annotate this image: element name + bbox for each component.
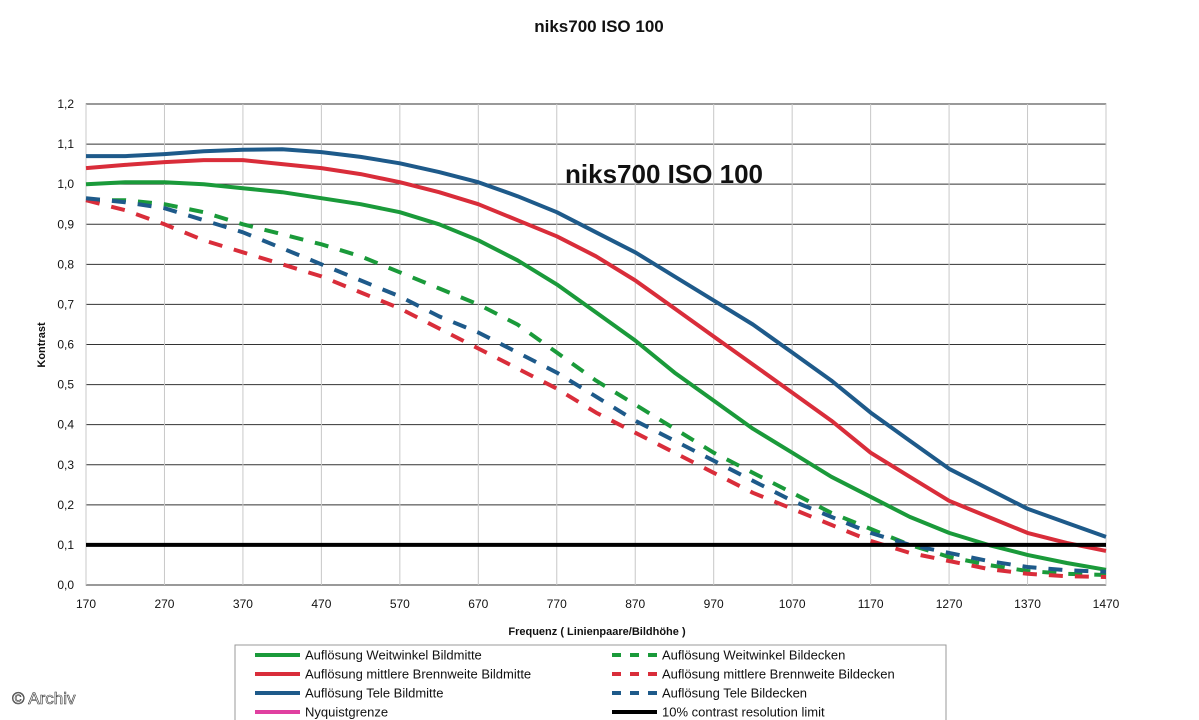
y-tick-label: 0,0 — [57, 578, 74, 592]
legend-box — [234, 644, 947, 720]
axes: 0,0 0,1 0,2 0,3 0,4 0,5 0,6 0,7 0,8 0,9 1,0 1,1 1,2 1… — [57, 97, 1119, 611]
y-tick-label: 0,2 — [57, 498, 74, 512]
y-tick-label: 0,1 — [57, 538, 74, 552]
legend-label: Auflösung Weitwinkel Bildmitte — [305, 648, 482, 663]
series-layer — [85, 147, 1107, 579]
x-tick-label: 870 — [625, 597, 645, 611]
x-tick-label: 170 — [76, 597, 96, 611]
chart-title: niks700 ISO 100 — [534, 17, 663, 36]
series-line-dashed — [85, 196, 1107, 574]
y-tick-label: 0,9 — [57, 217, 74, 231]
watermark: © Archiv — [12, 689, 76, 708]
series-line — [85, 158, 1107, 553]
y-tick-label: 1,1 — [57, 137, 74, 151]
series-line-dashed — [85, 198, 1107, 579]
y-tick-label: 0,6 — [57, 338, 74, 352]
legend-label: Auflösung Weitwinkel Bildecken — [662, 648, 845, 663]
x-tick-label: 970 — [704, 597, 724, 611]
series-line-dashed — [86, 198, 1107, 577]
y-tick-label: 1,2 — [57, 97, 74, 111]
legend-label: Auflösung Tele Bildmitte — [305, 686, 444, 701]
x-tick-label: 1370 — [1014, 597, 1041, 611]
legend-label: Auflösung mittlere Brennweite Bildmitte — [305, 667, 531, 682]
legend-label: Auflösung mittlere Brennweite Bildecken — [662, 667, 895, 682]
legend-label: Nyquistgrenze — [305, 705, 388, 720]
inner-chart-title: niks700 ISO 100 — [565, 159, 763, 189]
y-tick-label: 0,8 — [57, 257, 74, 271]
y-tick-label: 0,5 — [57, 378, 74, 392]
series-line — [85, 180, 1107, 572]
x-tick-label: 1470 — [1093, 597, 1120, 611]
x-axis-label: Frequenz ( Linienpaare/Bildhöhe ) — [508, 626, 686, 638]
y-tick-label: 0,7 — [57, 297, 74, 311]
x-tick-label: 1270 — [936, 597, 963, 611]
x-tick-label: 270 — [154, 597, 174, 611]
x-tick-label: 370 — [233, 597, 253, 611]
x-tick-label: 570 — [390, 597, 410, 611]
x-tick-label: 470 — [311, 597, 331, 611]
legend: Auflösung Weitwinkel Bildmitte Auflösung … — [234, 644, 947, 720]
y-tick-label: 1,0 — [57, 177, 74, 191]
legend-label: 10% contrast resolution limit — [662, 705, 825, 720]
legend-label: Auflösung Tele Bildecken — [662, 686, 807, 701]
x-tick-label: 1070 — [779, 597, 806, 611]
series-line — [86, 147, 1107, 539]
y-axis-label: Kontrast — [36, 322, 48, 368]
x-tick-label: 770 — [547, 597, 567, 611]
y-tick-label: 0,4 — [57, 418, 74, 432]
x-tick-label: 670 — [468, 597, 488, 611]
y-tick-label: 0,3 — [57, 458, 74, 472]
x-tick-label: 1170 — [858, 597, 884, 611]
